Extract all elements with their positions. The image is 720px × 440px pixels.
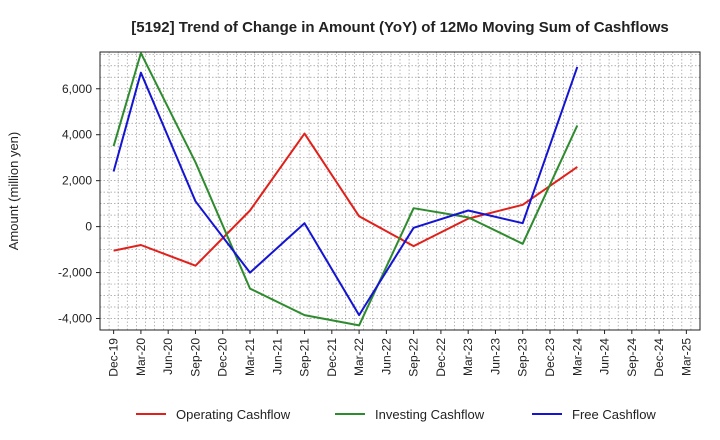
- x-tick-label: Mar-23: [461, 338, 475, 376]
- x-tick-label: Sep-20: [188, 338, 202, 377]
- y-tick-label: 2,000: [62, 174, 92, 188]
- grid: [100, 52, 700, 331]
- x-tick-label: Jun-24: [598, 338, 612, 375]
- x-tick-label: Dec-22: [434, 338, 448, 377]
- x-tick-label: Dec-19: [107, 338, 121, 377]
- x-tick-label: Dec-24: [652, 338, 666, 377]
- x-tick-label: Dec-21: [325, 338, 339, 377]
- x-axis-ticks: Dec-19 Mar-20 Jun-20 Sep-20 Dec-20 Mar-21 Jun-…: [107, 330, 693, 377]
- series-lines: [112, 52, 579, 327]
- x-tick-label: Sep-21: [298, 338, 312, 377]
- x-tick-label: Jun-20: [161, 338, 175, 375]
- chart-title: [5192] Trend of Change in Amount (YoY) o…: [131, 19, 669, 36]
- x-tick-label: Dec-20: [216, 338, 230, 377]
- y-tick-label: -4,000: [58, 312, 92, 326]
- x-tick-label: Jun-23: [488, 338, 502, 375]
- y-axis-ticks: -4,000 -2,000 0 2,000 4,000 6,000: [58, 82, 100, 326]
- legend: Operating Cashflow Investing Cashflow Free…: [136, 407, 656, 422]
- legend-label-investing-cashflow: Investing Cashflow: [375, 407, 485, 422]
- x-tick-label: Mar-20: [134, 338, 148, 376]
- y-axis-label: Amount (million yen): [6, 132, 21, 251]
- y-tick-label: -2,000: [58, 266, 92, 280]
- legend-label-operating-cashflow: Operating Cashflow: [176, 407, 291, 422]
- series-line-operating-cashflow: [113, 132, 578, 267]
- y-tick-label: 4,000: [62, 128, 92, 142]
- series-line-free-cashflow: [112, 66, 579, 317]
- y-tick-label: 0: [85, 220, 92, 234]
- legend-label-free-cashflow: Free Cashflow: [572, 407, 656, 422]
- series-line-investing-cashflow: [112, 52, 579, 327]
- x-tick-label: Sep-22: [407, 338, 421, 377]
- y-tick-label: 6,000: [62, 82, 92, 96]
- x-tick-label: Mar-24: [570, 338, 584, 376]
- x-tick-label: Mar-21: [243, 338, 257, 376]
- x-tick-label: Mar-25: [679, 338, 693, 376]
- plot-frame: [99, 51, 701, 331]
- x-tick-label: Jun-22: [379, 338, 393, 375]
- x-tick-label: Sep-24: [625, 338, 639, 377]
- x-tick-label: Dec-23: [543, 338, 557, 377]
- x-tick-label: Jun-21: [270, 338, 284, 375]
- x-tick-label: Mar-22: [352, 338, 366, 376]
- x-tick-label: Sep-23: [516, 338, 530, 377]
